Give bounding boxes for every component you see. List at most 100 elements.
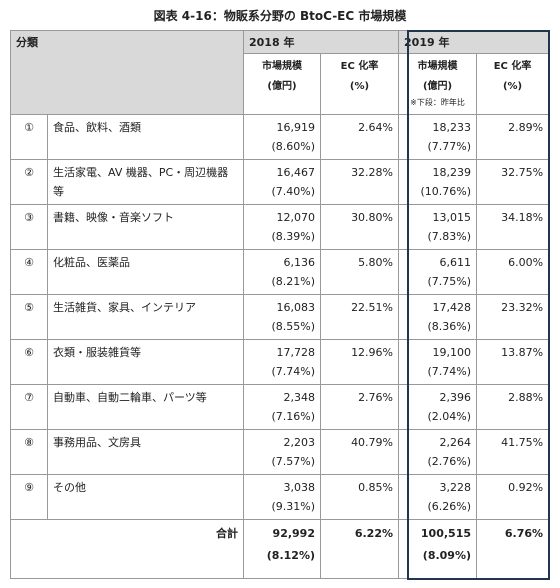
row-number: ⑤ <box>10 294 48 340</box>
cell-line: (8.36%) <box>427 320 472 333</box>
ec-rate: 5.80% <box>319 249 400 295</box>
cell-line: 18,239 <box>432 166 472 179</box>
cell-line: (7.83%) <box>427 230 472 243</box>
cell-line: 16,919 <box>276 121 316 134</box>
cell-line: EC 化率 <box>493 61 532 72</box>
ec-rate: 22.51% <box>319 294 400 340</box>
cell-line: (10.76%) <box>420 185 472 198</box>
market-size: 17,428 (8.36%) <box>398 294 478 340</box>
market-size: 2,264 (2.76%) <box>398 429 478 475</box>
row-number: ① <box>10 114 48 160</box>
market-size: 16,919 (8.60%) <box>243 114 321 160</box>
ec-rate: 2.88% <box>476 384 550 430</box>
cell-line: (8.60%) <box>271 140 315 153</box>
cell-line: 3,228 <box>439 481 472 494</box>
cell-line: (9.31%) <box>271 500 315 513</box>
ec-rate: 0.92% <box>476 474 550 520</box>
cell-line: 19,100 <box>432 346 472 359</box>
cell-line: 13,015 <box>432 211 472 224</box>
data-row: ② 生活家電、AV 機器、PC・周辺機器等 16,467 (7.40%) 32.28% 1… <box>10 159 550 205</box>
cell-line: (7.16%) <box>271 410 315 423</box>
market-size: 13,015 (7.83%) <box>398 204 478 250</box>
row-number: ④ <box>10 249 48 295</box>
data-row: ⑤ 生活雑貨、家具、インテリア 16,083 (8.55%) 22.51% 17,428 (… <box>10 294 550 340</box>
data-row: ③ 書籍、映像・音楽ソフト 12,070 (8.39%) 30.80% 13,015 (7.… <box>10 204 550 250</box>
ec-rate: 32.75% <box>476 159 550 205</box>
cell-line: 2,203 <box>283 436 316 449</box>
data-row: ⑥ 衣類・服装雑貨等 17,728 (7.74%) 12.96% 19,100 (7.74%… <box>10 339 550 385</box>
row-name: 化粧品、医薬品 <box>47 249 244 295</box>
cell-line: 市場規模 <box>262 61 302 72</box>
row-name: 生活家電、AV 機器、PC・周辺機器等 <box>47 159 244 205</box>
year-header: 2018 年 <box>242 30 400 54</box>
cell-line: (7.77%) <box>427 140 472 153</box>
market-size: 19,100 (7.74%) <box>398 339 478 385</box>
cell-line: (7.75%) <box>427 275 472 288</box>
ec-rate: 2.76% <box>319 384 400 430</box>
cell-line: (8.09%) <box>422 549 472 562</box>
ec-rate: 40.79% <box>319 429 400 475</box>
row-number: ② <box>10 159 48 205</box>
data-row: ① 食品、飲料、酒類 16,919 (8.60%) 2.64% 18,233 (7.77%)… <box>10 114 550 160</box>
ec-rate: 12.96% <box>319 339 400 385</box>
cell-line: (8.12%) <box>266 549 315 562</box>
market-table: 分類 2018 年 2019 年市場規模 (億円) EC 化率 (%) 市場規模 (億円) ※下… <box>10 30 550 579</box>
row-number: ③ <box>10 204 48 250</box>
ec-rate: 32.28% <box>319 159 400 205</box>
data-row: ④ 化粧品、医薬品 6,136 (8.21%) 5.80% 6,611 (7.75%) 6.0… <box>10 249 550 295</box>
market-size: 2,396 (2.04%) <box>398 384 478 430</box>
market-size: 3,228 (6.26%) <box>398 474 478 520</box>
column-header: EC 化率 (%) <box>476 53 550 115</box>
market-size: 6,611 (7.75%) <box>398 249 478 295</box>
cell-line: (8.39%) <box>271 230 315 243</box>
row-name: 生活雑貨、家具、インテリア <box>47 294 244 340</box>
market-size: 16,467 (7.40%) <box>243 159 321 205</box>
category-header: 分類 <box>10 30 244 115</box>
cell-line: 2,264 <box>439 436 472 449</box>
cell-line: (7.74%) <box>271 365 315 378</box>
row-number: ⑨ <box>10 474 48 520</box>
cell-line: EC 化率 <box>340 61 379 72</box>
year-header: 2019 年 <box>398 30 550 54</box>
cell-line: 92,992 <box>272 527 315 540</box>
column-header: 市場規模 (億円) ※下段：昨年比 <box>398 53 478 115</box>
ec-rate: 6.76% <box>476 519 550 579</box>
cell-line: (8.55%) <box>271 320 315 333</box>
cell-line: (7.74%) <box>427 365 472 378</box>
market-size: 2,348 (7.16%) <box>243 384 321 430</box>
cell-line: (2.76%) <box>427 455 472 468</box>
cell-line: 3,038 <box>283 481 316 494</box>
cell-line: 17,428 <box>432 301 472 314</box>
cell-line: 6,136 <box>283 256 316 269</box>
ec-rate: 6.22% <box>319 519 400 579</box>
column-header: 市場規模 (億円) <box>243 53 321 115</box>
note: ※下段：昨年比 <box>410 98 465 107</box>
market-size: 17,728 (7.74%) <box>243 339 321 385</box>
row-name: 事務用品、文房具 <box>47 429 244 475</box>
ec-rate: 23.32% <box>476 294 550 340</box>
row-number: ⑧ <box>10 429 48 475</box>
ec-rate: 6.00% <box>476 249 550 295</box>
cell-line: (7.40%) <box>271 185 315 198</box>
cell-line: 100,515 <box>420 527 472 540</box>
ec-rate: 13.87% <box>476 339 550 385</box>
cell-line: 18,233 <box>432 121 472 134</box>
market-size: 92,992 (8.12%) <box>243 519 321 579</box>
ec-rate: 41.75% <box>476 429 550 475</box>
header-row: 分類 2018 年 2019 年 <box>10 30 550 115</box>
cell-line: (7.57%) <box>271 455 315 468</box>
row-name: 食品、飲料、酒類 <box>47 114 244 160</box>
market-size: 18,233 (7.77%) <box>398 114 478 160</box>
row-name: 書籍、映像・音楽ソフト <box>47 204 244 250</box>
title: 図表 4-16：物販系分野の BtoC-EC 市場規模 <box>153 9 407 23</box>
column-header: EC 化率 (%) <box>319 53 400 115</box>
market-size: 12,070 (8.39%) <box>243 204 321 250</box>
cell-line: (8.21%) <box>271 275 315 288</box>
cell-line: 2,348 <box>283 391 316 404</box>
cell-line: 市場規模 <box>417 61 458 72</box>
data-row: ⑦ 自動車、自動二輪車、パーツ等 2,348 (7.16%) 2.76% 2,396 (2.… <box>10 384 550 430</box>
cell-line: 17,728 <box>276 346 316 359</box>
ec-rate: 30.80% <box>319 204 400 250</box>
ec-rate: 34.18% <box>476 204 550 250</box>
market-size: 16,083 (8.55%) <box>243 294 321 340</box>
